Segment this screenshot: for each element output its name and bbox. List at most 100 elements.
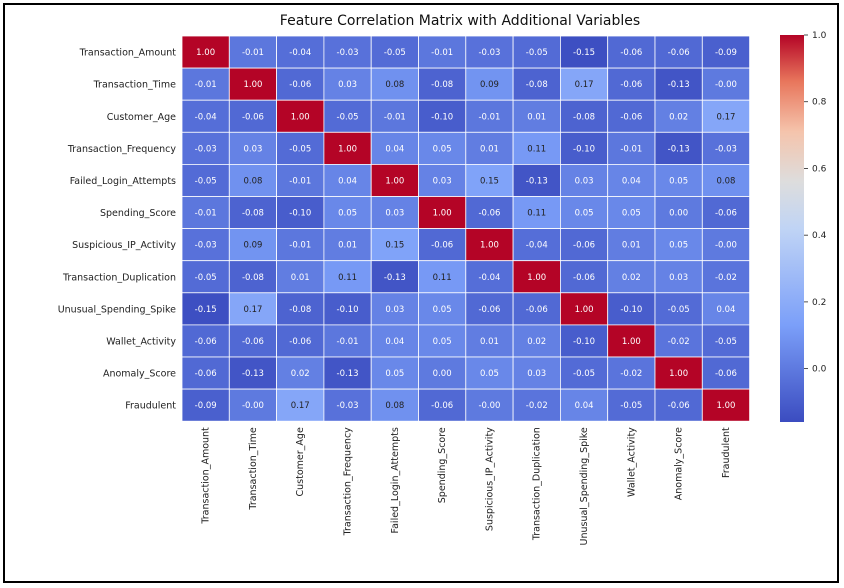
x-tick-label: Transaction_Amount	[201, 427, 212, 525]
cell-value-label: 0.01	[622, 241, 641, 251]
cell-value-label: -0.08	[431, 80, 453, 90]
heatmap-cell	[418, 131, 467, 165]
cell-value-label: -0.03	[478, 48, 500, 58]
cell-value-label: 0.03	[575, 176, 594, 186]
cell-value-label: -0.06	[715, 369, 737, 379]
cell-value-label: -0.04	[526, 241, 548, 251]
heatmap-cell	[465, 228, 514, 262]
cell-value-label: -0.06	[620, 80, 642, 90]
cell-value-label: -0.02	[526, 401, 548, 411]
cell-value-label: -0.06	[289, 337, 311, 347]
heatmap-cell	[654, 324, 703, 358]
x-tick-label: Spending_Score	[437, 427, 448, 503]
cell-value-label: -0.00	[715, 241, 737, 251]
heatmap-cell	[181, 260, 230, 294]
cell-value-label: 0.11	[433, 273, 452, 283]
cell-value-label: -0.05	[337, 112, 359, 122]
heatmap-cell	[465, 99, 514, 133]
heatmap-cell	[370, 163, 419, 197]
heatmap-cell	[654, 163, 703, 197]
heatmap-cell	[701, 196, 750, 229]
cell-value-label: -0.02	[620, 369, 642, 379]
heatmap-cell	[701, 35, 750, 69]
cell-value-label: 0.03	[385, 209, 404, 219]
cell-value-label: -0.05	[384, 48, 406, 58]
cell-value-label: -0.06	[478, 209, 500, 219]
heatmap-cell	[701, 99, 750, 133]
heatmap-cell	[181, 292, 230, 326]
heatmap-cell	[418, 388, 467, 422]
heatmap-cell	[560, 196, 609, 229]
heatmap-cell	[512, 35, 561, 69]
x-tick-label: Unusual_Spending_Spike	[579, 427, 590, 545]
cell-value-label: 0.02	[527, 337, 546, 347]
y-tick-label: Suspicious_IP_Activity	[72, 240, 176, 251]
cell-value-label: -0.13	[242, 369, 264, 379]
heatmap-cell	[560, 292, 609, 326]
cell-value-label: -0.05	[526, 48, 548, 58]
cell-value-label: -0.03	[195, 241, 217, 251]
cell-value-label: -0.05	[195, 273, 217, 283]
cell-value-label: 0.00	[433, 369, 452, 379]
cell-value-label: 0.15	[480, 176, 499, 186]
heatmap-cell	[654, 228, 703, 262]
cell-value-label: -0.03	[337, 401, 359, 411]
heatmap-cell	[323, 67, 372, 101]
y-tick-label: Anomaly_Score	[103, 369, 176, 380]
heatmap-cell	[560, 67, 609, 101]
cell-value-label: 0.05	[433, 144, 452, 154]
cell-value-label: 1.00	[385, 176, 404, 186]
heatmap-cell	[654, 292, 703, 326]
heatmap-cell	[181, 163, 230, 197]
y-tick-label: Fraudulent	[125, 401, 176, 412]
heatmap-cell	[654, 67, 703, 101]
colorbar-tick-label: 1.0	[812, 31, 827, 41]
colorbar-ticks: 0.0 0.2 0.4 0.6 0.8 1.0	[804, 31, 827, 375]
cell-value-label: -0.05	[195, 176, 217, 186]
heatmap-cell	[323, 356, 372, 390]
heatmap-cell	[465, 324, 514, 358]
cell-value-label: -0.09	[715, 48, 737, 58]
cell-value-label: -0.01	[478, 112, 500, 122]
cell-value-label: 0.03	[243, 144, 262, 154]
heatmap-cell	[465, 163, 514, 197]
cell-value-label: 0.05	[669, 241, 688, 251]
heatmap-cell	[276, 35, 325, 69]
heatmap-cell	[418, 228, 467, 262]
cell-value-label: 0.02	[622, 273, 641, 283]
cell-value-label: -0.09	[195, 401, 217, 411]
x-tick-label: Fraudulent	[721, 427, 732, 478]
heatmap-cell	[654, 260, 703, 294]
cell-value-label: -0.00	[715, 80, 737, 90]
cell-value-label: 0.01	[527, 112, 546, 122]
cell-value-label: 1.00	[716, 401, 735, 411]
cell-value-label: 0.04	[385, 144, 404, 154]
cell-value-label: 0.17	[575, 80, 594, 90]
cell-value-label: 0.05	[385, 369, 404, 379]
cell-value-label: 0.04	[716, 305, 735, 315]
heatmap-cell	[418, 356, 467, 390]
heatmap-cell	[512, 163, 561, 197]
cell-value-label: 0.05	[669, 176, 688, 186]
heatmap-cell	[228, 356, 278, 390]
cell-value-label: -0.10	[289, 209, 311, 219]
cell-value-label: 1.00	[622, 337, 641, 347]
colorbar-gradient	[780, 35, 804, 422]
heatmap-cell	[323, 196, 372, 229]
cell-value-label: 0.05	[622, 209, 641, 219]
cell-value-label: -0.06	[620, 48, 642, 58]
cell-value-label: 0.00	[669, 209, 688, 219]
heatmap-cell	[512, 292, 561, 326]
heatmap-cell	[228, 163, 278, 197]
heatmap-cell	[228, 388, 278, 422]
cell-value-label: -0.04	[195, 112, 217, 122]
cell-value-label: 1.00	[243, 80, 262, 90]
cell-value-label: 0.11	[527, 144, 546, 154]
y-tick-label: Failed_Login_Attempts	[70, 176, 176, 187]
cell-value-label: 0.03	[433, 176, 452, 186]
cell-value-label: -0.05	[573, 369, 595, 379]
cell-value-label: 1.00	[527, 273, 546, 283]
x-tick-label: Suspicious_IP_Activity	[484, 427, 495, 531]
heatmap-cell	[370, 324, 419, 358]
cell-value-label: 0.08	[385, 80, 404, 90]
